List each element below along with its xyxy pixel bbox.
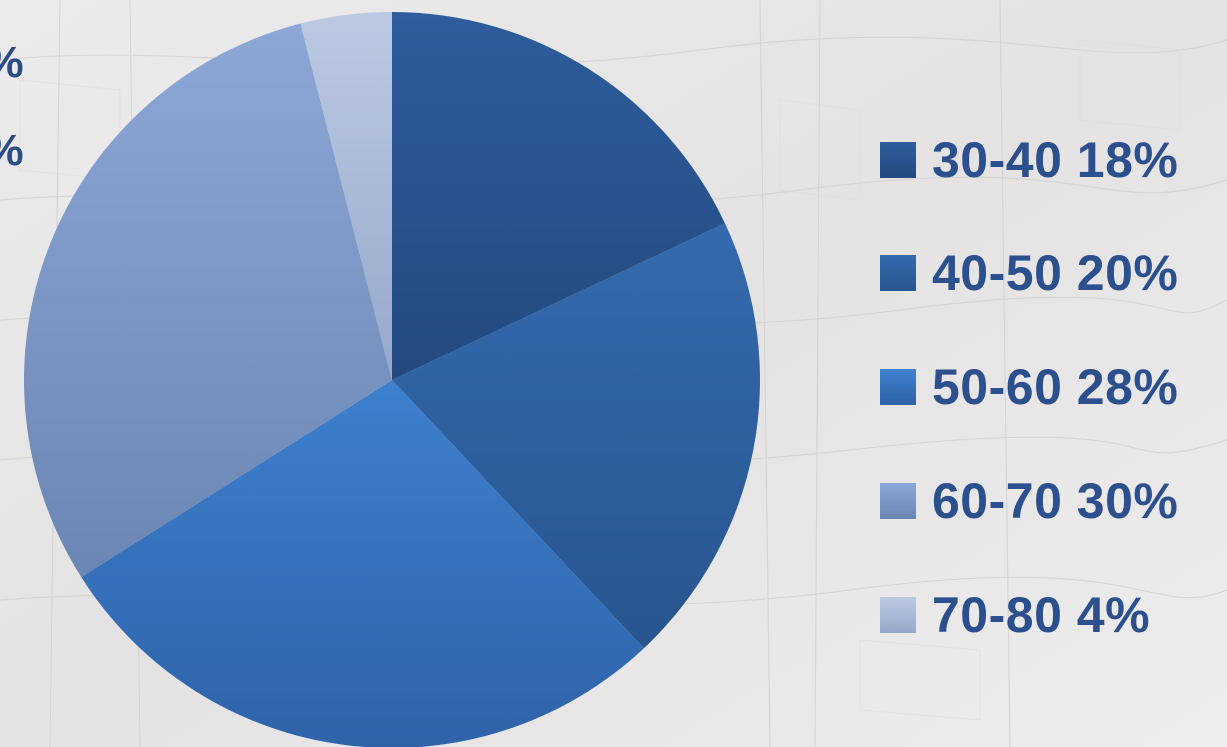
legend-item-50-60: 50-60 28% xyxy=(880,357,1178,417)
legend-label: 30-40 18% xyxy=(932,132,1179,188)
data-label-cut-off-1: 0% xyxy=(0,38,24,88)
legend-label: 70-80 4% xyxy=(932,587,1151,643)
legend-item-70-80: 70-80 4% xyxy=(880,585,1150,645)
pie-slice-50-60 xyxy=(81,380,644,747)
data-label-cut-off-2: 0% xyxy=(0,126,24,176)
legend-swatch-70-80 xyxy=(880,597,916,633)
legend-label: 50-60 28% xyxy=(932,359,1179,415)
pie-slice-40-50 xyxy=(392,223,760,649)
legend-item-30-40: 30-40 18% xyxy=(880,130,1178,190)
legend-item-60-70: 60-70 30% xyxy=(880,471,1178,531)
legend-label: 60-70 30% xyxy=(932,473,1179,529)
legend-swatch-60-70 xyxy=(880,483,916,519)
pie-slice-70-80 xyxy=(300,12,392,380)
pie-slice-30-40 xyxy=(392,12,725,380)
legend-swatch-40-50 xyxy=(880,255,916,291)
legend-swatch-30-40 xyxy=(880,142,916,178)
legend-swatch-50-60 xyxy=(880,369,916,405)
pie-slice-60-70 xyxy=(23,23,393,578)
legend-item-40-50: 40-50 20% xyxy=(880,243,1178,303)
legend-label: 40-50 20% xyxy=(932,245,1179,301)
